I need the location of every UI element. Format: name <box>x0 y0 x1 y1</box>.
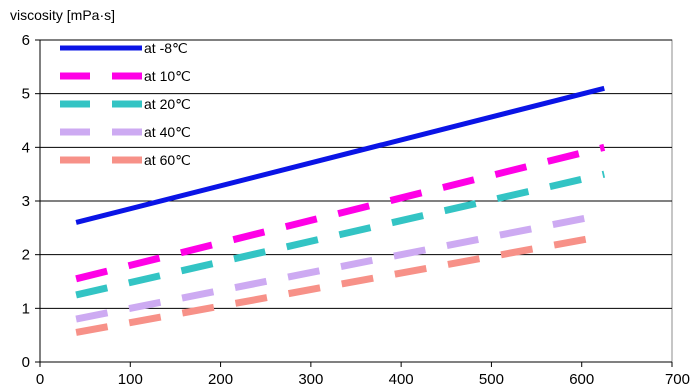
x-tick-label-0: 0 <box>36 371 44 387</box>
legend-label-2: at 20℃ <box>144 96 191 112</box>
axes: 0 1 2 3 4 5 6 0 100 200 300 400 500 600 700 <box>22 32 690 387</box>
y-tick-label-1: 1 <box>22 300 30 317</box>
x-tick-label-1: 100 <box>118 371 143 387</box>
y-tick-label-6: 6 <box>22 32 30 49</box>
series-line-4 <box>75 232 605 336</box>
y-tick-label-0: 0 <box>22 354 30 371</box>
y-tick-label-4: 4 <box>22 139 30 156</box>
x-tick-label-5: 500 <box>479 371 504 387</box>
legend-label-3: at 40℃ <box>144 124 191 140</box>
y-tick-label-2: 2 <box>22 247 30 264</box>
y-axis-label: viscosity [mPa·s] <box>10 7 115 23</box>
legend-label-0: at -8℃ <box>144 40 188 56</box>
series-line-2 <box>75 170 606 299</box>
series-line-3 <box>75 210 605 323</box>
legend: at -8℃ at 10℃ at 20℃ at 40℃ at 60℃ <box>60 40 191 168</box>
x-tick-label-7: 700 <box>665 371 690 387</box>
x-tick-label-2: 200 <box>208 371 233 387</box>
y-tick-label-5: 5 <box>22 86 30 103</box>
y-tick-label-3: 3 <box>22 193 30 210</box>
x-tick-label-6: 600 <box>569 371 594 387</box>
series-lines <box>75 85 606 336</box>
series-line-1 <box>75 143 606 283</box>
legend-label-1: at 10℃ <box>144 68 191 84</box>
series-line-0 <box>75 85 605 225</box>
x-tick-label-3: 300 <box>298 371 323 387</box>
legend-label-4: at 60℃ <box>144 152 191 168</box>
x-tick-label-4: 400 <box>389 371 414 387</box>
